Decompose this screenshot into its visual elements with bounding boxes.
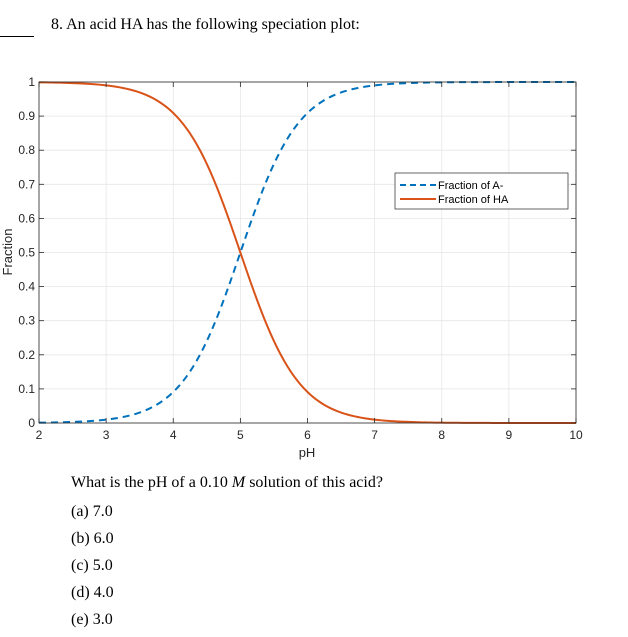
y-tick-label: 0.1 [18,382,35,396]
y-tick-label: 0.3 [18,314,35,328]
y-tick-label: 0.5 [18,246,35,260]
x-tick-label: 6 [304,428,311,442]
legend-label-fraction-a: Fraction of A- [438,180,504,192]
x-tick-label: 2 [36,428,43,442]
y-tick-labels: 0 0.1 0.2 0.3 0.4 0.5 0.6 0.7 0.8 0.9 1 [18,75,35,430]
speciation-chart: 2 3 4 5 6 7 8 9 10 0 0.1 0.2 0.3 0.4 0.5 0.6 0.7 0.8 0.9 1… [0,75,583,460]
y-tick-label: 0.7 [18,177,35,191]
prompt-text-end: solution of this acid? [245,474,383,491]
x-tick-label: 8 [438,428,445,442]
y-tick-label: 0.6 [18,211,35,225]
x-tick-label: 5 [237,428,244,442]
option-a: (a) 7.0 [71,503,113,520]
x-tick-label: 4 [170,428,177,442]
option-c: (c) 5.0 [71,557,113,574]
axis-ticks [38,81,577,424]
x-tick-label: 7 [371,428,378,442]
question-prompt: What is the pH of a 0.10 M solution of t… [71,474,383,492]
legend: Fraction of A- Fraction of HA [394,172,569,210]
option-b: (b) 6.0 [71,530,114,547]
y-tick-label: 0 [28,416,35,430]
y-tick-label: 0.8 [18,143,35,157]
y-tick-label: 0.9 [18,109,35,123]
y-tick-label: 1 [28,75,35,89]
x-tick-label: 10 [569,428,583,442]
y-axis-label: Fraction [0,229,15,276]
legend-box [394,172,569,210]
prompt-text-start: What is the pH of a 0.10 [71,474,232,491]
y-tick-label: 0.2 [18,348,35,362]
x-tick-label: 9 [506,428,513,442]
x-tick-labels: 2 3 4 5 6 7 8 9 10 [36,428,583,442]
legend-label-fraction-ha: Fraction of HA [438,194,509,206]
y-tick-label: 0.4 [18,280,35,294]
chart-grid [38,81,577,424]
prompt-molarity-unit: M [231,474,246,491]
answer-blank-line [0,36,34,37]
x-axis-label: pH [299,445,316,460]
option-e: (e) 3.0 [71,611,113,628]
option-d: (d) 4.0 [71,584,114,601]
x-tick-label: 3 [103,428,110,442]
question-title: 8. An acid HA has the following speciati… [51,16,360,33]
